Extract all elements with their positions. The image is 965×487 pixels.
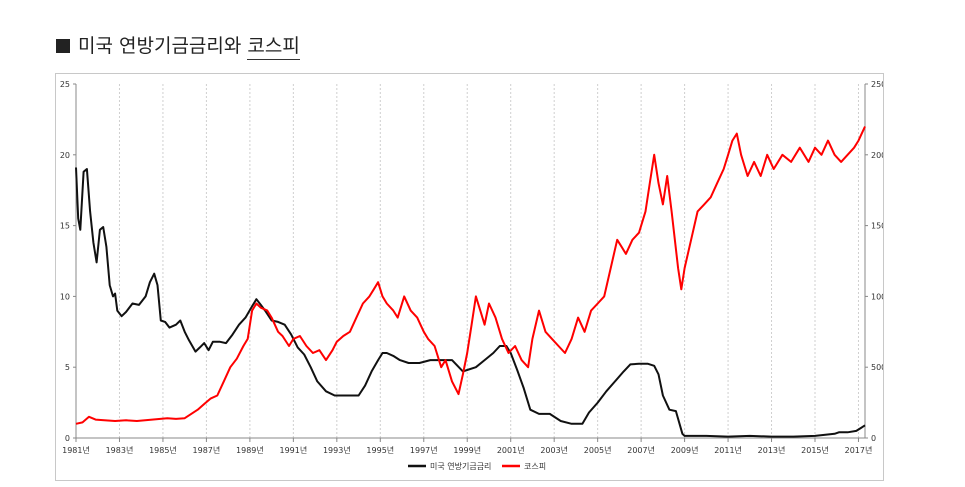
x-tick-label: 1983년 <box>106 445 134 455</box>
x-tick-label: 2015년 <box>801 445 829 455</box>
right-tick-label: 1000 <box>871 292 883 301</box>
x-tick-label: 1993년 <box>323 445 351 455</box>
chart-container: 1981년 1983년 1985년 1987년 1989년 1991년 1993년 1995년… <box>55 73 892 481</box>
x-tick-label: 2001년 <box>497 445 525 455</box>
x-tick-label: 2005년 <box>584 445 612 455</box>
legend-label-kospi: 코스피 <box>524 462 546 471</box>
legend-label-fed-funds: 미국 연방기금금리 <box>430 461 491 471</box>
heading-title: 미국 연방기금금리와 <box>78 35 242 57</box>
x-tick-label: 1987년 <box>193 445 221 455</box>
x-tick-label: 2007년 <box>627 445 655 455</box>
x-tick-label: 1989년 <box>236 445 264 455</box>
left-tick-label: 20 <box>60 151 70 160</box>
x-tick-label: 2013년 <box>758 445 786 455</box>
left-tick-label: 10 <box>60 292 70 301</box>
x-tick-label: 1997년 <box>410 445 438 455</box>
right-tick-label: 1500 <box>871 222 883 231</box>
line-chart: 1981년 1983년 1985년 1987년 1989년 1991년 1993년 1995년… <box>60 80 892 471</box>
right-tick-label: 0 <box>871 434 876 443</box>
fed-funds-rate-line <box>75 167 866 438</box>
x-tick-label: 1985년 <box>149 445 177 455</box>
x-tick-label: 1981년 <box>62 445 90 455</box>
chart-heading: 미국 연방기금금리와 코스피 <box>56 31 300 60</box>
left-tick-label: 5 <box>65 363 70 372</box>
x-tick-label: 2011년 <box>714 445 742 455</box>
right-tick-label: 2500 <box>871 80 883 89</box>
right-tick-label: 500 <box>871 363 883 372</box>
kospi-line <box>75 126 866 425</box>
x-tick-label: 2017년 <box>845 445 873 455</box>
right-tick-label: 2000 <box>871 151 883 160</box>
x-tick-label: 1999년 <box>453 445 481 455</box>
left-tick-label: 25 <box>60 80 70 89</box>
square-bullet-icon <box>56 39 70 53</box>
left-tick-label: 15 <box>60 222 70 231</box>
x-tick-label: 2003년 <box>540 445 568 455</box>
heading-underlined-title: 코스피 <box>247 35 300 60</box>
x-tick-label: 2009년 <box>671 445 699 455</box>
x-tick-label: 1995년 <box>366 445 394 455</box>
x-tick-label: 1991년 <box>279 445 307 455</box>
left-tick-label: 0 <box>65 434 70 443</box>
